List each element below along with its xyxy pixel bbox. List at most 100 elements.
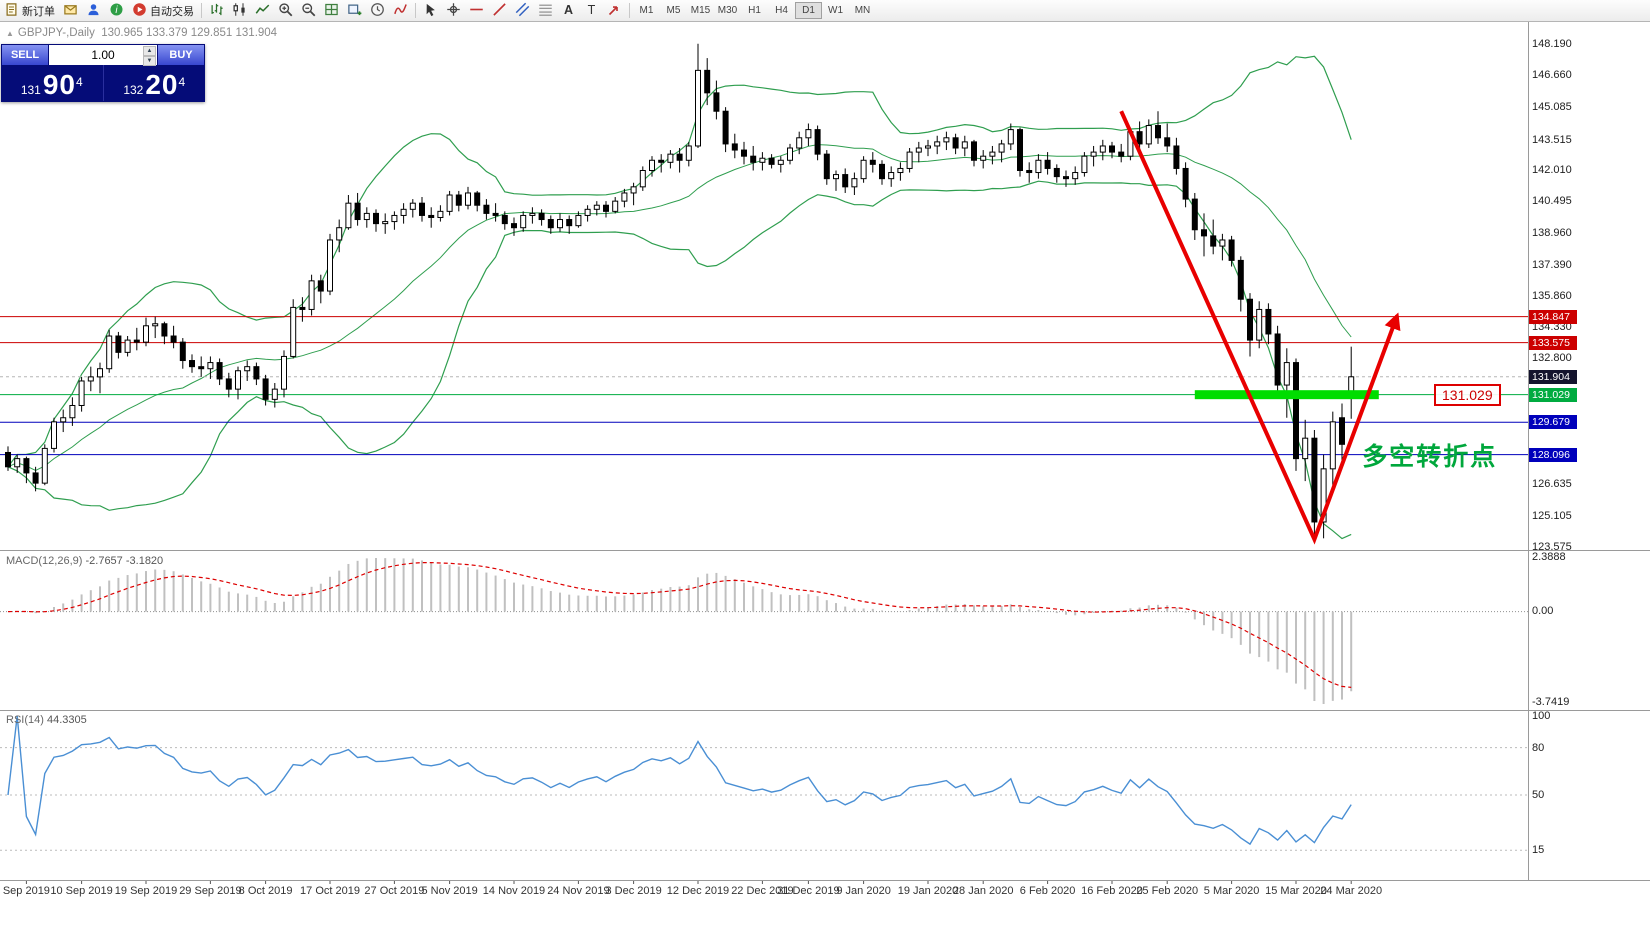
- pivot-annotation: 多空转折点: [1362, 443, 1498, 472]
- community-button[interactable]: i: [105, 1, 128, 20]
- toolbar-separator: [415, 3, 416, 18]
- volume-value: 1.00: [91, 48, 115, 62]
- new-order-label: 新订单: [22, 5, 55, 18]
- price-axis-label: 140.495: [1532, 195, 1572, 208]
- timeframe-m15-button[interactable]: M15: [687, 2, 714, 19]
- fibonacci-button[interactable]: [534, 1, 557, 20]
- timeframe-m1-button[interactable]: M1: [633, 2, 660, 19]
- mailbox-button[interactable]: [59, 1, 82, 20]
- zoom-out-icon: [301, 2, 316, 20]
- ask-prefix: 132: [123, 83, 144, 97]
- new-order-icon: [4, 2, 19, 20]
- timeframe-h4-button[interactable]: H4: [768, 2, 795, 19]
- timeframe-mn-button[interactable]: MN: [849, 2, 876, 19]
- one-click-trading-panel: SELL 1.00 ▲ ▼ BUY 131 90 4 132 20 4: [1, 44, 205, 102]
- date-label: 12 Dec 2019: [666, 885, 730, 897]
- date-label: 29 Sep 2019: [179, 885, 242, 897]
- buy-button[interactable]: BUY: [158, 45, 204, 65]
- bid-price[interactable]: 131 90 4: [1, 65, 104, 101]
- autotrading-icon: [132, 2, 147, 20]
- candlestick-chart-button[interactable]: [228, 1, 251, 20]
- zoom-out-button[interactable]: [297, 1, 320, 20]
- price-axis-label: 137.390: [1532, 258, 1572, 271]
- trendline-button[interactable]: [488, 1, 511, 20]
- svg-text:A: A: [564, 2, 573, 16]
- rsi-value: 44.3305: [46, 714, 87, 726]
- price-axis-label: 146.660: [1532, 69, 1572, 82]
- price-axis-label: 134.330: [1532, 321, 1572, 334]
- sell-button[interactable]: SELL: [2, 45, 48, 65]
- date-label: Sep 2019: [2, 885, 50, 897]
- price-tag: 134.847: [1529, 309, 1577, 324]
- date-label: 28 Jan 2020: [952, 885, 1014, 897]
- trendline-icon: [492, 2, 507, 20]
- rsi-line: [7, 715, 1352, 846]
- volume-up-icon[interactable]: ▲: [143, 46, 156, 56]
- timeframe-h1-button[interactable]: H1: [741, 2, 768, 19]
- price-tag: 128.096: [1529, 447, 1577, 462]
- price-tag: 131.904: [1529, 369, 1577, 384]
- accounts-icon: [86, 2, 101, 20]
- text-button[interactable]: A: [557, 1, 580, 20]
- indicators-list-button[interactable]: [389, 1, 412, 20]
- pane-separator-rsi[interactable]: [0, 710, 1650, 711]
- volume-stepper[interactable]: ▲ ▼: [143, 46, 156, 66]
- timeframe-m5-button[interactable]: M5: [660, 2, 687, 19]
- date-label: 24 Nov 2019: [547, 885, 610, 897]
- bollinger-band: [7, 180, 1352, 540]
- macd-signal-line: [7, 561, 1352, 688]
- time-axis-separator: [0, 880, 1650, 881]
- text-label-button[interactable]: T: [580, 1, 603, 20]
- equidistant-channel-icon: [515, 2, 530, 20]
- timeframe-w1-button[interactable]: W1: [822, 2, 849, 19]
- pane-separator-macd[interactable]: [0, 550, 1650, 551]
- arrows-icon: [607, 2, 622, 20]
- crosshair-button[interactable]: [442, 1, 465, 20]
- date-label: 17 Oct 2019: [300, 885, 360, 897]
- toolbar: 新订单 i 自动交易 A T M1 M5 M15 M30 H1 H4 D1 W1 MN: [0, 0, 1650, 22]
- community-icon: i: [109, 2, 124, 20]
- timeframe-d1-button[interactable]: D1: [795, 2, 822, 19]
- arrows-button[interactable]: [603, 1, 626, 20]
- bar-chart-button[interactable]: [205, 1, 228, 20]
- accounts-button[interactable]: [82, 1, 105, 20]
- toolbar-separator: [201, 3, 202, 18]
- auto-scroll-button[interactable]: [366, 1, 389, 20]
- support-price-callout: 131.029: [1434, 383, 1501, 406]
- price-axis-label: 138.960: [1532, 226, 1572, 239]
- new-chart-button[interactable]: [343, 1, 366, 20]
- zoom-in-icon: [278, 2, 293, 20]
- date-label: 6 Feb 2020: [1019, 885, 1076, 897]
- date-label: 22 Dec 2019: [731, 885, 794, 897]
- price-axis-separator: [1528, 21, 1529, 880]
- crosshair-icon: [446, 2, 461, 20]
- equidistant-channel-button[interactable]: [511, 1, 534, 20]
- volume-down-icon[interactable]: ▼: [143, 56, 156, 66]
- timeframe-m30-button[interactable]: M30: [714, 2, 741, 19]
- ask-price[interactable]: 132 20 4: [104, 65, 206, 101]
- symbol-triangle-icon: ▲: [6, 29, 14, 38]
- toolbar-separator: [629, 3, 630, 18]
- price-axis-label: 126.635: [1532, 478, 1572, 491]
- new-chart-icon: [347, 2, 362, 20]
- volume-field[interactable]: 1.00 ▲ ▼: [49, 45, 157, 66]
- trend-arrow: [1119, 110, 1401, 545]
- zoom-in-button[interactable]: [274, 1, 297, 20]
- line-chart-button[interactable]: [251, 1, 274, 20]
- macd-signal-value: -3.1820: [125, 555, 164, 567]
- ask-pip-digit: 4: [178, 75, 186, 89]
- new-order-button[interactable]: 新订单: [0, 1, 59, 20]
- price-tag: 131.029: [1529, 387, 1577, 402]
- chart-title: ▲ GBPJPY-,Daily 130.965 133.379 129.851 1…: [6, 27, 277, 39]
- date-label: 19 Jan 2020: [897, 885, 959, 897]
- autotrading-button[interactable]: 自动交易: [128, 1, 198, 20]
- bid-prefix: 131: [20, 83, 41, 97]
- indicators-list-icon: [393, 2, 408, 20]
- horizontal-line-button[interactable]: [465, 1, 488, 20]
- price-axis-label: 143.515: [1532, 133, 1572, 146]
- tile-windows-button[interactable]: [320, 1, 343, 20]
- cursor-button[interactable]: [419, 1, 442, 20]
